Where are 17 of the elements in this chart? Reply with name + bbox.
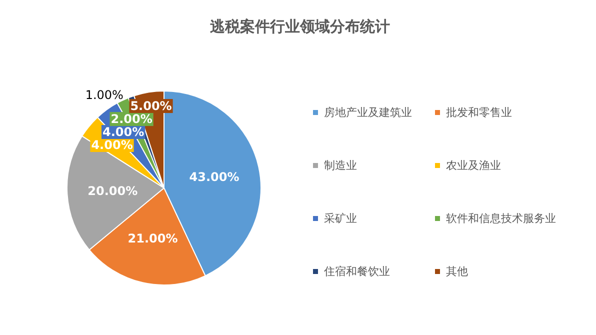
data-label: 2.00% xyxy=(110,112,152,126)
data-label: 20.00% xyxy=(88,184,138,198)
legend-label: 住宿和餐饮业 xyxy=(324,265,390,278)
data-label: 43.00% xyxy=(189,170,240,184)
legend-label: 采矿业 xyxy=(324,212,357,225)
legend-label: 软件和信息技术服务业 xyxy=(446,212,556,225)
data-label: 1.00% xyxy=(85,88,124,102)
legend-label: 制造业 xyxy=(324,159,357,172)
legend-label: 房地产业及建筑业 xyxy=(324,106,412,119)
data-label: 21.00% xyxy=(128,231,178,246)
legend-label: 批发和零售业 xyxy=(446,106,512,119)
chart-title: 逃税案件行业领域分布统计 xyxy=(209,18,390,36)
data-label: 4.00% xyxy=(91,138,133,152)
legend-label: 其他 xyxy=(446,265,468,278)
data-label: 4.00% xyxy=(102,125,144,139)
legend-label: 农业及渔业 xyxy=(446,159,501,172)
data-label: 5.00% xyxy=(130,99,172,113)
